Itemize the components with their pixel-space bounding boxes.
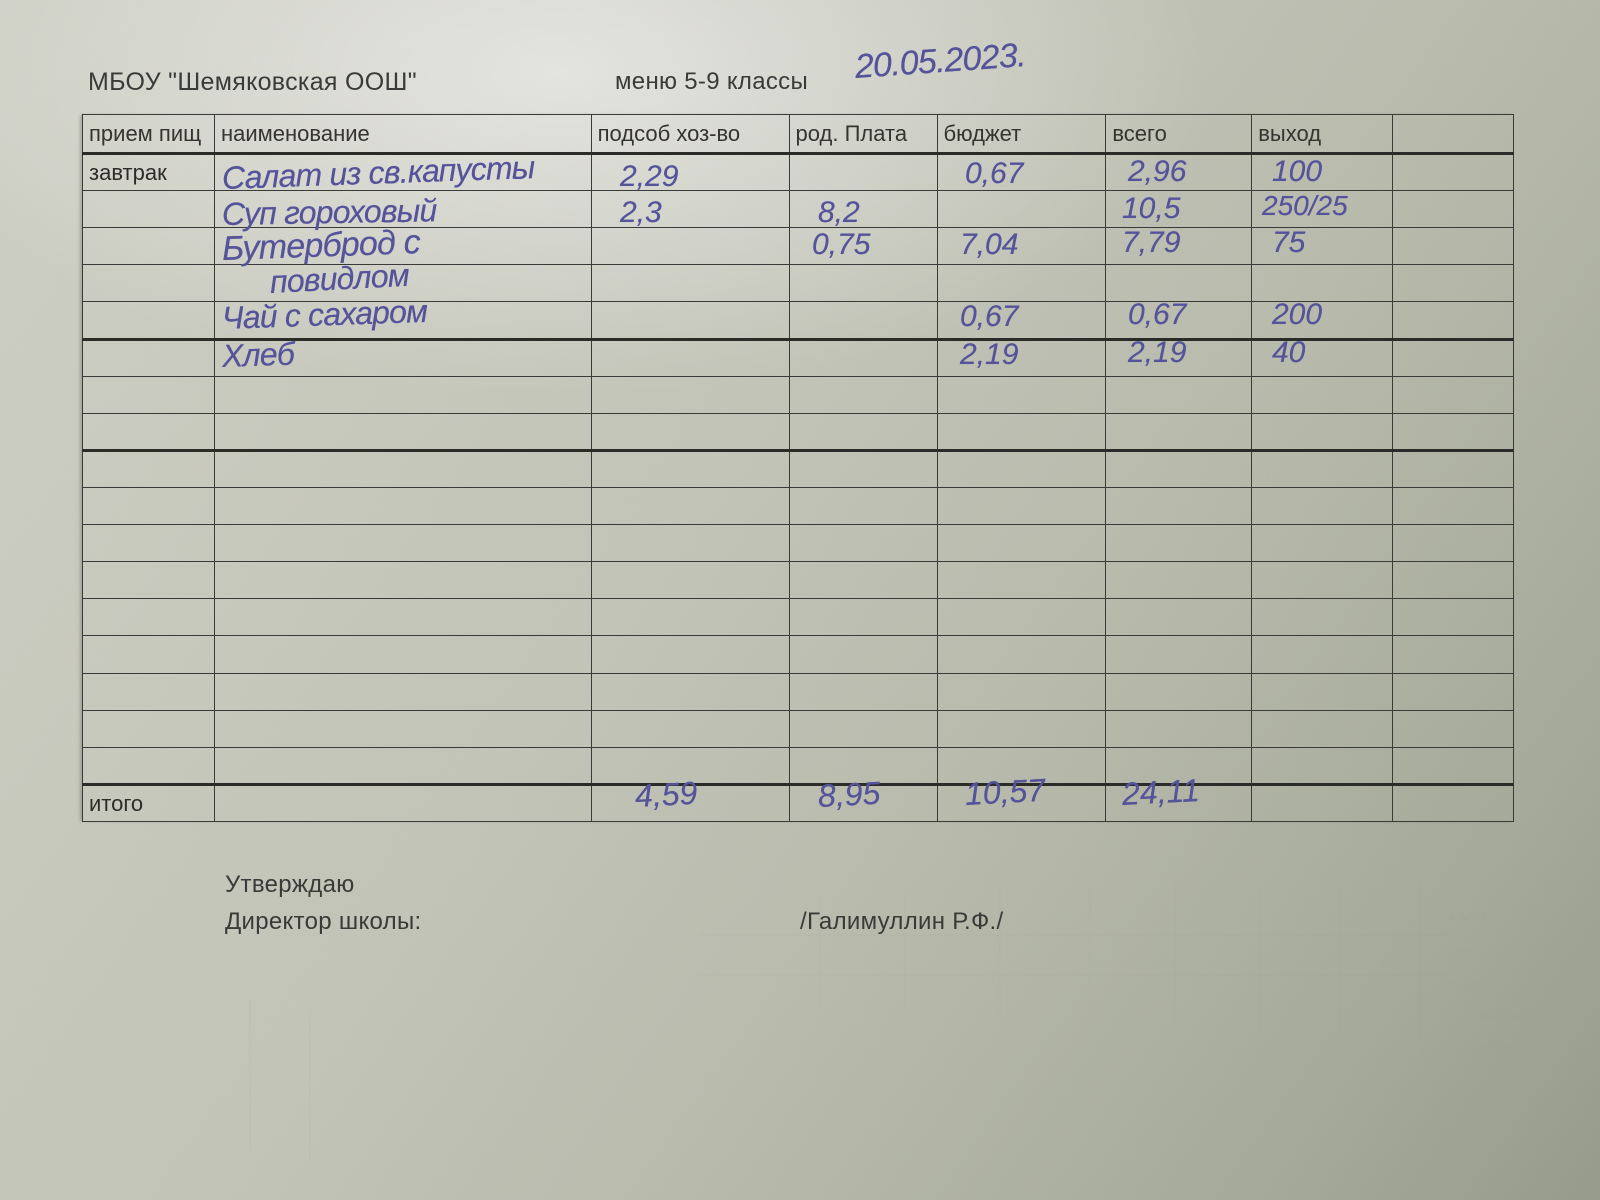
svg-text:выдано: выдано — [1480, 1008, 1525, 1023]
svg-text:текст: текст — [1450, 943, 1481, 958]
svg-text:текст: текст — [1450, 978, 1481, 993]
svg-text:итого: итого — [1480, 1038, 1512, 1053]
svg-text:ывает: ывает — [1450, 908, 1486, 923]
